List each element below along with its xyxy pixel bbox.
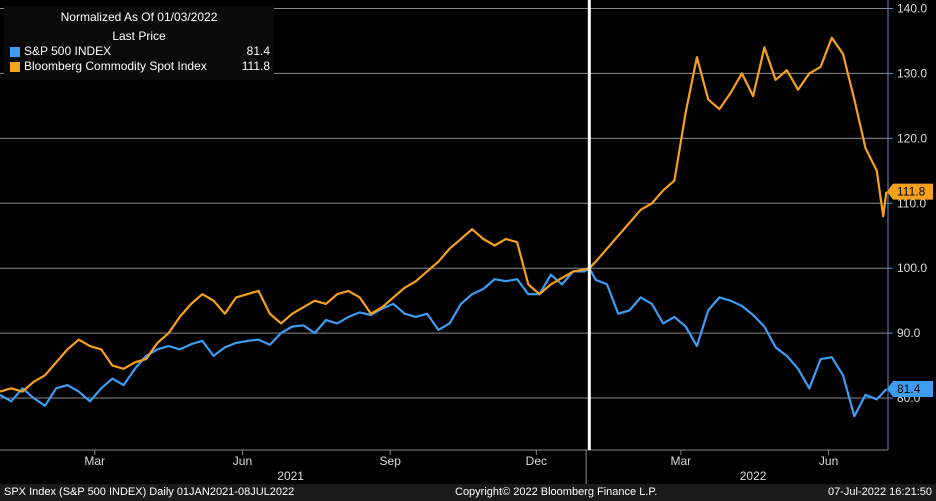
last-value-tags: 81.4 111.8 (887, 183, 933, 397)
y-tick-label: 100.0 (897, 261, 927, 275)
x-tick-label: Jun (233, 454, 252, 468)
y-tick-label: 90.0 (897, 326, 921, 340)
x-tick-label: Mar (84, 454, 105, 468)
y-tick-label: 130.0 (897, 66, 927, 80)
series-line-commodity (0, 36, 888, 393)
legend-subtitle: Last Price (112, 29, 166, 43)
x-tick-label: Dec (526, 454, 547, 468)
legend-value-commodity: 111.8 (241, 59, 270, 73)
series-lines (0, 36, 888, 418)
chart-background (0, 0, 936, 484)
footer-timestamp: 07-Jul-2022 16:21:50 (828, 486, 932, 498)
x-tick-label: Mar (671, 454, 692, 468)
x-tick-label: Sep (380, 454, 402, 468)
legend-swatch-spx (10, 47, 20, 57)
legend: Normalized As Of 01/03/2022 Last Price S… (4, 6, 274, 80)
gridlines (0, 7, 888, 399)
legend-item-spx: S&P 500 INDEX 81.4 (4, 44, 274, 59)
footer-bar: SPX Index (S&P 500 INDEX) Daily 01JAN202… (0, 484, 936, 501)
legend-value-spx: 81.4 (246, 44, 270, 58)
x-tick-label: Jun (819, 454, 838, 468)
y-tick-label: 140.0 (897, 1, 927, 15)
legend-label-spx: S&P 500 INDEX (24, 44, 112, 58)
y-tick-label: 110.0 (897, 196, 926, 210)
x-year-label: 2022 (740, 469, 767, 483)
legend-item-commodity: Bloomberg Commodity Spot Index 111.8 (4, 59, 274, 74)
last-value-label-commodity: 111.8 (897, 185, 926, 199)
legend-label-commodity: Bloomberg Commodity Spot Index (24, 59, 207, 73)
last-value-label-spx: 81.4 (897, 382, 921, 396)
footer-copyright: Copyright© 2022 Bloomberg Finance L.P. (455, 486, 658, 498)
last-value-tag-commodity (887, 183, 933, 200)
x-year-label: 2021 (277, 469, 304, 483)
footer-security: SPX Index (S&P 500 INDEX) Daily 01JAN202… (4, 486, 295, 498)
last-value-tag-spx (887, 380, 933, 397)
legend-swatch-commodity (10, 62, 20, 72)
y-tick-label: 120.0 (897, 131, 927, 145)
legend-title: Normalized As Of 01/03/2022 (60, 10, 218, 24)
x-axis: Mar Jun Sep Dec Mar Jun 2021 2022 (0, 449, 888, 484)
